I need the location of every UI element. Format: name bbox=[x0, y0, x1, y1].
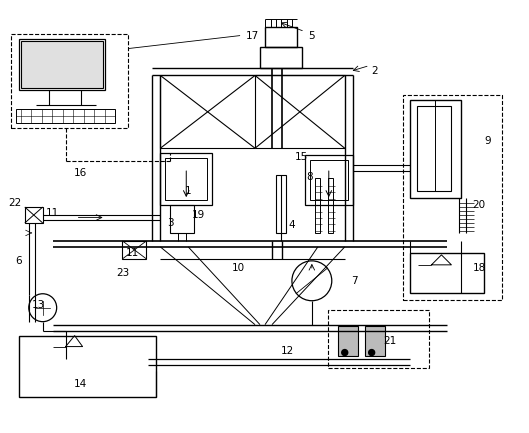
Bar bbox=[409, 253, 484, 293]
Bar bbox=[16, 110, 115, 123]
Text: 12: 12 bbox=[281, 346, 295, 355]
Text: 16: 16 bbox=[74, 168, 87, 178]
Bar bbox=[166, 158, 207, 200]
Bar bbox=[260, 46, 302, 68]
Text: 22: 22 bbox=[8, 198, 22, 208]
Bar bbox=[310, 160, 348, 200]
Bar bbox=[21, 41, 103, 88]
Bar bbox=[328, 178, 333, 233]
Text: 11: 11 bbox=[126, 248, 139, 258]
Text: 17: 17 bbox=[245, 31, 259, 41]
Text: 19: 19 bbox=[191, 210, 205, 220]
Text: 14: 14 bbox=[74, 379, 87, 389]
Bar bbox=[328, 310, 430, 368]
Circle shape bbox=[369, 349, 375, 355]
Text: 13: 13 bbox=[32, 300, 45, 310]
Bar bbox=[364, 326, 385, 355]
Text: 4: 4 bbox=[289, 220, 295, 230]
Text: 15: 15 bbox=[295, 152, 308, 162]
Bar bbox=[122, 241, 147, 259]
Bar bbox=[315, 178, 320, 233]
Circle shape bbox=[342, 349, 348, 355]
Bar bbox=[409, 100, 461, 198]
Bar bbox=[160, 153, 212, 205]
Text: 3: 3 bbox=[167, 218, 174, 228]
Bar bbox=[338, 326, 358, 355]
Bar bbox=[276, 175, 286, 233]
Text: 9: 9 bbox=[484, 136, 490, 146]
Bar bbox=[170, 205, 194, 233]
Bar bbox=[416, 107, 451, 191]
Bar bbox=[265, 26, 297, 46]
Text: 5: 5 bbox=[308, 31, 315, 41]
Bar bbox=[11, 34, 129, 128]
Bar bbox=[19, 336, 157, 397]
Text: 1: 1 bbox=[185, 186, 191, 196]
Text: 23: 23 bbox=[116, 268, 129, 278]
Text: 8: 8 bbox=[306, 172, 313, 182]
Bar bbox=[305, 155, 353, 205]
Text: 6: 6 bbox=[15, 256, 22, 266]
Text: 10: 10 bbox=[232, 263, 244, 273]
Bar bbox=[19, 39, 105, 90]
Text: 11: 11 bbox=[46, 208, 59, 218]
Text: 20: 20 bbox=[473, 200, 486, 210]
Bar bbox=[25, 207, 43, 223]
Text: 21: 21 bbox=[383, 336, 396, 346]
Text: 18: 18 bbox=[473, 263, 486, 273]
Text: 7: 7 bbox=[351, 276, 358, 286]
Text: 2: 2 bbox=[371, 67, 378, 77]
Bar bbox=[403, 95, 502, 300]
